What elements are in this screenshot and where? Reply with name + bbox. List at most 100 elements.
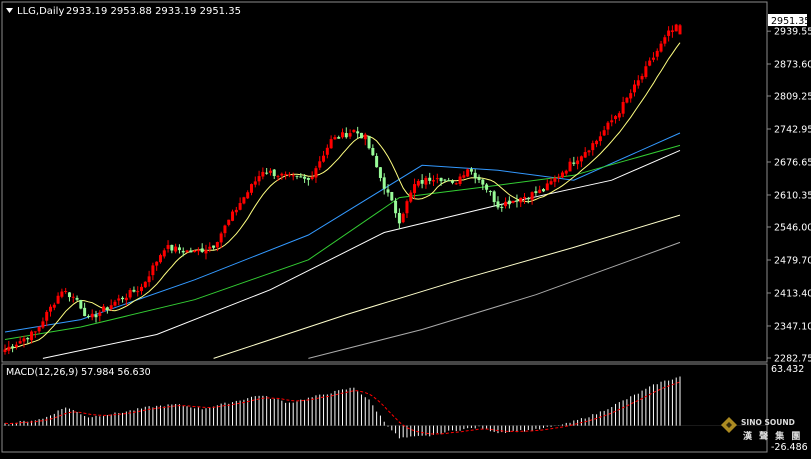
- candle: [242, 196, 246, 205]
- candle: [394, 197, 398, 218]
- candle: [583, 147, 587, 158]
- candle: [496, 196, 500, 210]
- price-tick-label: 2676.65: [774, 157, 811, 168]
- candle: [49, 304, 53, 317]
- candle: [90, 309, 94, 321]
- candle: [435, 173, 439, 184]
- candle: [325, 144, 329, 159]
- candle: [155, 261, 159, 271]
- candle: [485, 183, 489, 193]
- candle: [276, 174, 280, 181]
- candle: [246, 190, 250, 199]
- candle: [367, 135, 371, 150]
- candle: [344, 127, 348, 139]
- candle: [420, 174, 424, 189]
- candle: [303, 174, 307, 183]
- candle: [606, 121, 610, 136]
- candle: [598, 131, 602, 146]
- candle: [610, 114, 614, 127]
- candle: [352, 129, 356, 133]
- candle: [526, 196, 530, 204]
- candle: [557, 173, 561, 183]
- price-tick-label: 2479.70: [774, 255, 811, 266]
- candle: [143, 281, 147, 289]
- candle: [30, 330, 34, 344]
- candle: [215, 241, 219, 252]
- candle: [52, 302, 56, 311]
- price-tick-label: 2282.75: [774, 354, 811, 365]
- candle: [314, 165, 318, 183]
- candle: [147, 270, 151, 287]
- candle: [663, 34, 667, 47]
- candle: [413, 178, 417, 199]
- candle: [33, 331, 37, 338]
- candle: [208, 242, 212, 253]
- candle: [595, 139, 599, 148]
- candle: [37, 326, 41, 334]
- candle: [105, 306, 109, 314]
- candle: [515, 194, 519, 208]
- candle: [67, 292, 71, 302]
- candle: [382, 173, 386, 195]
- candle: [538, 185, 542, 194]
- candle: [587, 149, 591, 156]
- ohlc-values: 2933.19 2953.88 2933.19 2951.35: [66, 6, 241, 17]
- candle: [450, 179, 454, 185]
- candle: [212, 245, 216, 250]
- candle: [102, 303, 106, 313]
- candle: [614, 114, 618, 124]
- candle: [121, 296, 125, 303]
- price-tick-label: 2347.10: [774, 321, 811, 332]
- candle: [223, 224, 227, 238]
- candle: [678, 24, 682, 35]
- candle: [477, 174, 481, 183]
- candle: [11, 344, 15, 353]
- candle: [439, 177, 443, 186]
- candle: [124, 293, 128, 306]
- candle: [158, 253, 162, 264]
- collapse-triangle-icon[interactable]: [6, 8, 13, 13]
- macd-label: MACD(12,26,9) 57.984 56.630: [6, 367, 151, 378]
- candle: [196, 247, 200, 256]
- candle: [621, 96, 625, 118]
- candle: [617, 111, 621, 121]
- candle: [306, 177, 310, 186]
- candle: [174, 243, 178, 254]
- candle: [268, 168, 272, 176]
- svg-text:漢 聲 集 團: 漢 聲 集 團: [743, 430, 802, 442]
- candle: [458, 173, 462, 187]
- candle: [18, 336, 22, 344]
- candle: [428, 172, 432, 185]
- price-tick-label: 2809.25: [774, 92, 811, 103]
- candle: [644, 61, 648, 79]
- candle: [113, 299, 117, 307]
- candle: [636, 75, 640, 89]
- candle: [200, 243, 204, 253]
- candle: [488, 190, 492, 196]
- moving-average-ma_long: [42, 149, 681, 359]
- candle: [189, 247, 193, 253]
- candle: [405, 199, 409, 218]
- candle: [94, 310, 98, 323]
- candle: [337, 135, 341, 139]
- candle: [341, 128, 344, 139]
- candle: [447, 177, 451, 182]
- candle: [492, 190, 496, 207]
- price-tick-label: 2873.60: [774, 59, 811, 70]
- candle: [234, 206, 238, 216]
- candle: [162, 248, 166, 259]
- candle: [166, 240, 170, 253]
- candle: [462, 171, 466, 179]
- candle: [519, 197, 523, 208]
- macd-axis-top: 63.432: [771, 364, 804, 375]
- price-tick-label: 2742.95: [774, 125, 811, 136]
- candle: [579, 155, 583, 168]
- candle: [291, 172, 295, 181]
- candle: [79, 299, 83, 310]
- candle: [629, 89, 633, 103]
- candle: [265, 167, 269, 175]
- candle: [170, 244, 174, 254]
- candle: [128, 288, 132, 300]
- moving-average-ma_longer: [213, 214, 681, 359]
